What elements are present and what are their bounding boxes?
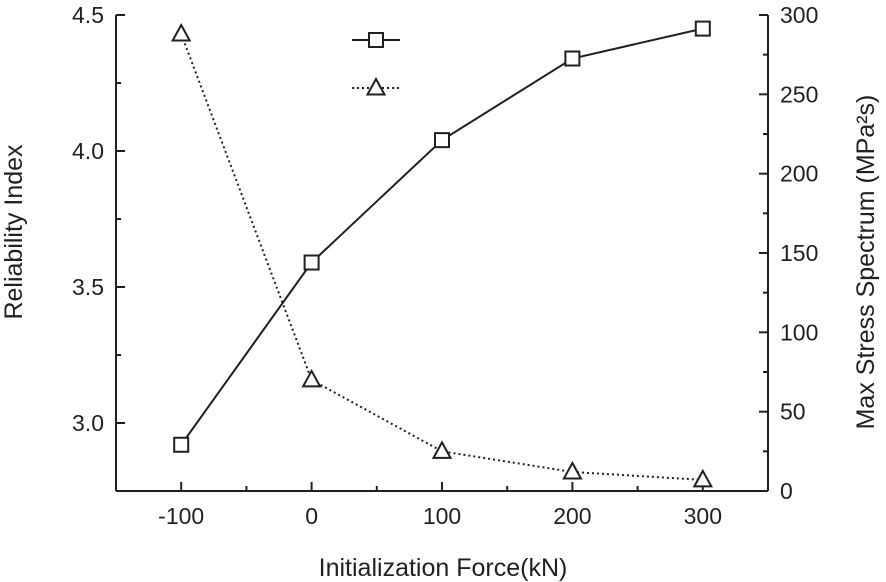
series-1-point	[694, 20, 711, 37]
y-tick-label-right: 0	[780, 478, 793, 504]
chart-legend	[352, 32, 400, 96]
y-axis-title-left: Reliability Index	[0, 144, 28, 320]
series-1-point	[173, 436, 190, 453]
y-tick-label-right: 300	[780, 2, 818, 28]
y-tick-label-right: 150	[780, 240, 818, 266]
chart-ticks: -100 0 100 200 300 3.0 3.5 4.0 4.5 0 50 100 150 200 25…	[72, 2, 818, 529]
chart-series	[171, 20, 713, 488]
y-tick-label-left: 4.0	[72, 138, 104, 164]
x-tick-label: 100	[423, 503, 461, 529]
y-tick-label-left: 3.0	[72, 410, 104, 436]
x-axis-title: Initialization Force(kN)	[319, 554, 568, 582]
x-tick-label: 300	[684, 503, 722, 529]
series-2-point	[301, 368, 322, 388]
series-2-point	[171, 22, 192, 42]
series-2-point	[692, 468, 713, 488]
series-1-point	[303, 254, 320, 271]
series-2-point	[562, 460, 583, 480]
chart-axes	[115, 15, 769, 492]
legend-marker-series-1	[368, 32, 384, 48]
y-tick-label-left: 4.5	[72, 2, 104, 28]
series-1-point	[434, 132, 450, 149]
x-tick-label: -100	[158, 503, 204, 529]
y-axis-title-right: Max Stress Spectrum (MPa²s)	[852, 95, 880, 430]
legend-marker-series-2	[365, 76, 387, 96]
y-tick-label-right: 250	[780, 81, 818, 107]
x-tick-label: 0	[305, 503, 318, 529]
x-tick-label: 200	[553, 503, 591, 529]
y-tick-label-left: 3.5	[72, 274, 104, 300]
series-2-point	[431, 440, 453, 459]
series-1-point	[564, 50, 581, 67]
y-tick-label-right: 200	[780, 161, 818, 187]
y-tick-label-right: 50	[780, 399, 806, 425]
series-2-line	[180, 33, 703, 481]
series-1-line	[180, 27, 704, 446]
y-tick-label-right: 100	[780, 319, 818, 345]
